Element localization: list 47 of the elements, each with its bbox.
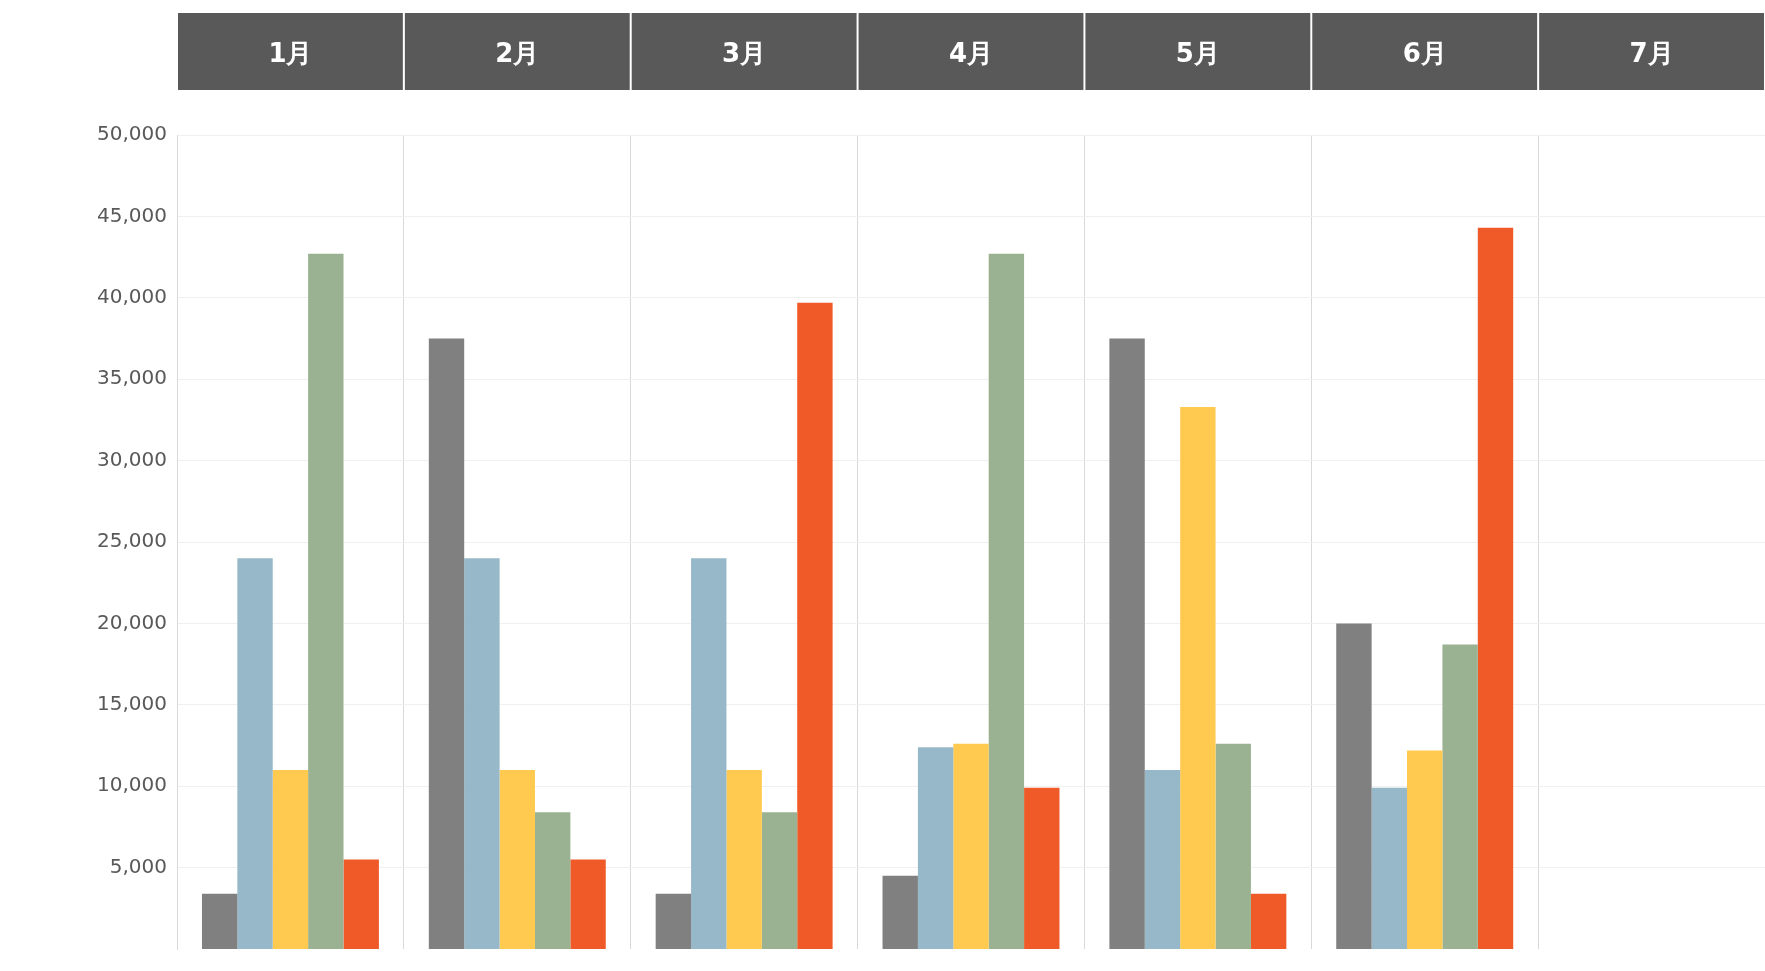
bar: [691, 558, 727, 949]
bar: [308, 253, 344, 949]
y-tick-label: 35,000: [97, 365, 167, 390]
bar: [1442, 644, 1478, 949]
bar: [1144, 769, 1181, 949]
bar: [464, 558, 500, 949]
bar: [1477, 227, 1514, 949]
x-tick-label: 4月: [948, 38, 994, 69]
bar: [988, 253, 1025, 949]
bar: [1250, 893, 1287, 949]
y-tick-label: 25,000: [97, 528, 167, 553]
x-tick-label: 5月: [1175, 38, 1220, 69]
y-tick-label: 50,000: [97, 121, 167, 146]
bar: [726, 769, 762, 949]
bar: [428, 338, 465, 949]
bar: [499, 769, 535, 949]
bar: [797, 302, 833, 949]
bar: [534, 812, 571, 949]
bar: [1024, 787, 1060, 949]
y-tick-label: 30,000: [97, 446, 167, 471]
bar: [201, 893, 238, 949]
bar: [1371, 787, 1408, 949]
bar: [1180, 406, 1216, 949]
bar: [655, 893, 692, 949]
y-tick-label: 15,000: [97, 691, 167, 715]
bar: [1407, 750, 1443, 949]
y-tick-label: 5,000: [109, 853, 167, 878]
bar: [343, 859, 379, 949]
x-tick-label: 6月: [1402, 38, 1447, 69]
y-tick-label: 10,000: [97, 772, 167, 797]
bar: [1109, 338, 1145, 949]
bar: [761, 812, 798, 949]
bar: [237, 558, 273, 949]
y-tick-label: 40,000: [97, 284, 167, 308]
bar: [953, 743, 989, 949]
bar: [882, 875, 918, 949]
bar: [570, 859, 606, 949]
bar: [1336, 623, 1372, 949]
x-tick-label: 1月: [268, 38, 313, 69]
bar: [272, 769, 309, 949]
x-tick-label: 7月: [1629, 38, 1674, 69]
x-tick-label: 3月: [722, 38, 767, 69]
bar: [1215, 743, 1251, 949]
y-tick-label: 20,000: [97, 609, 167, 634]
bar: [917, 747, 954, 949]
x-tick-label: 2月: [495, 38, 540, 69]
y-tick-label: 45,000: [97, 202, 167, 227]
